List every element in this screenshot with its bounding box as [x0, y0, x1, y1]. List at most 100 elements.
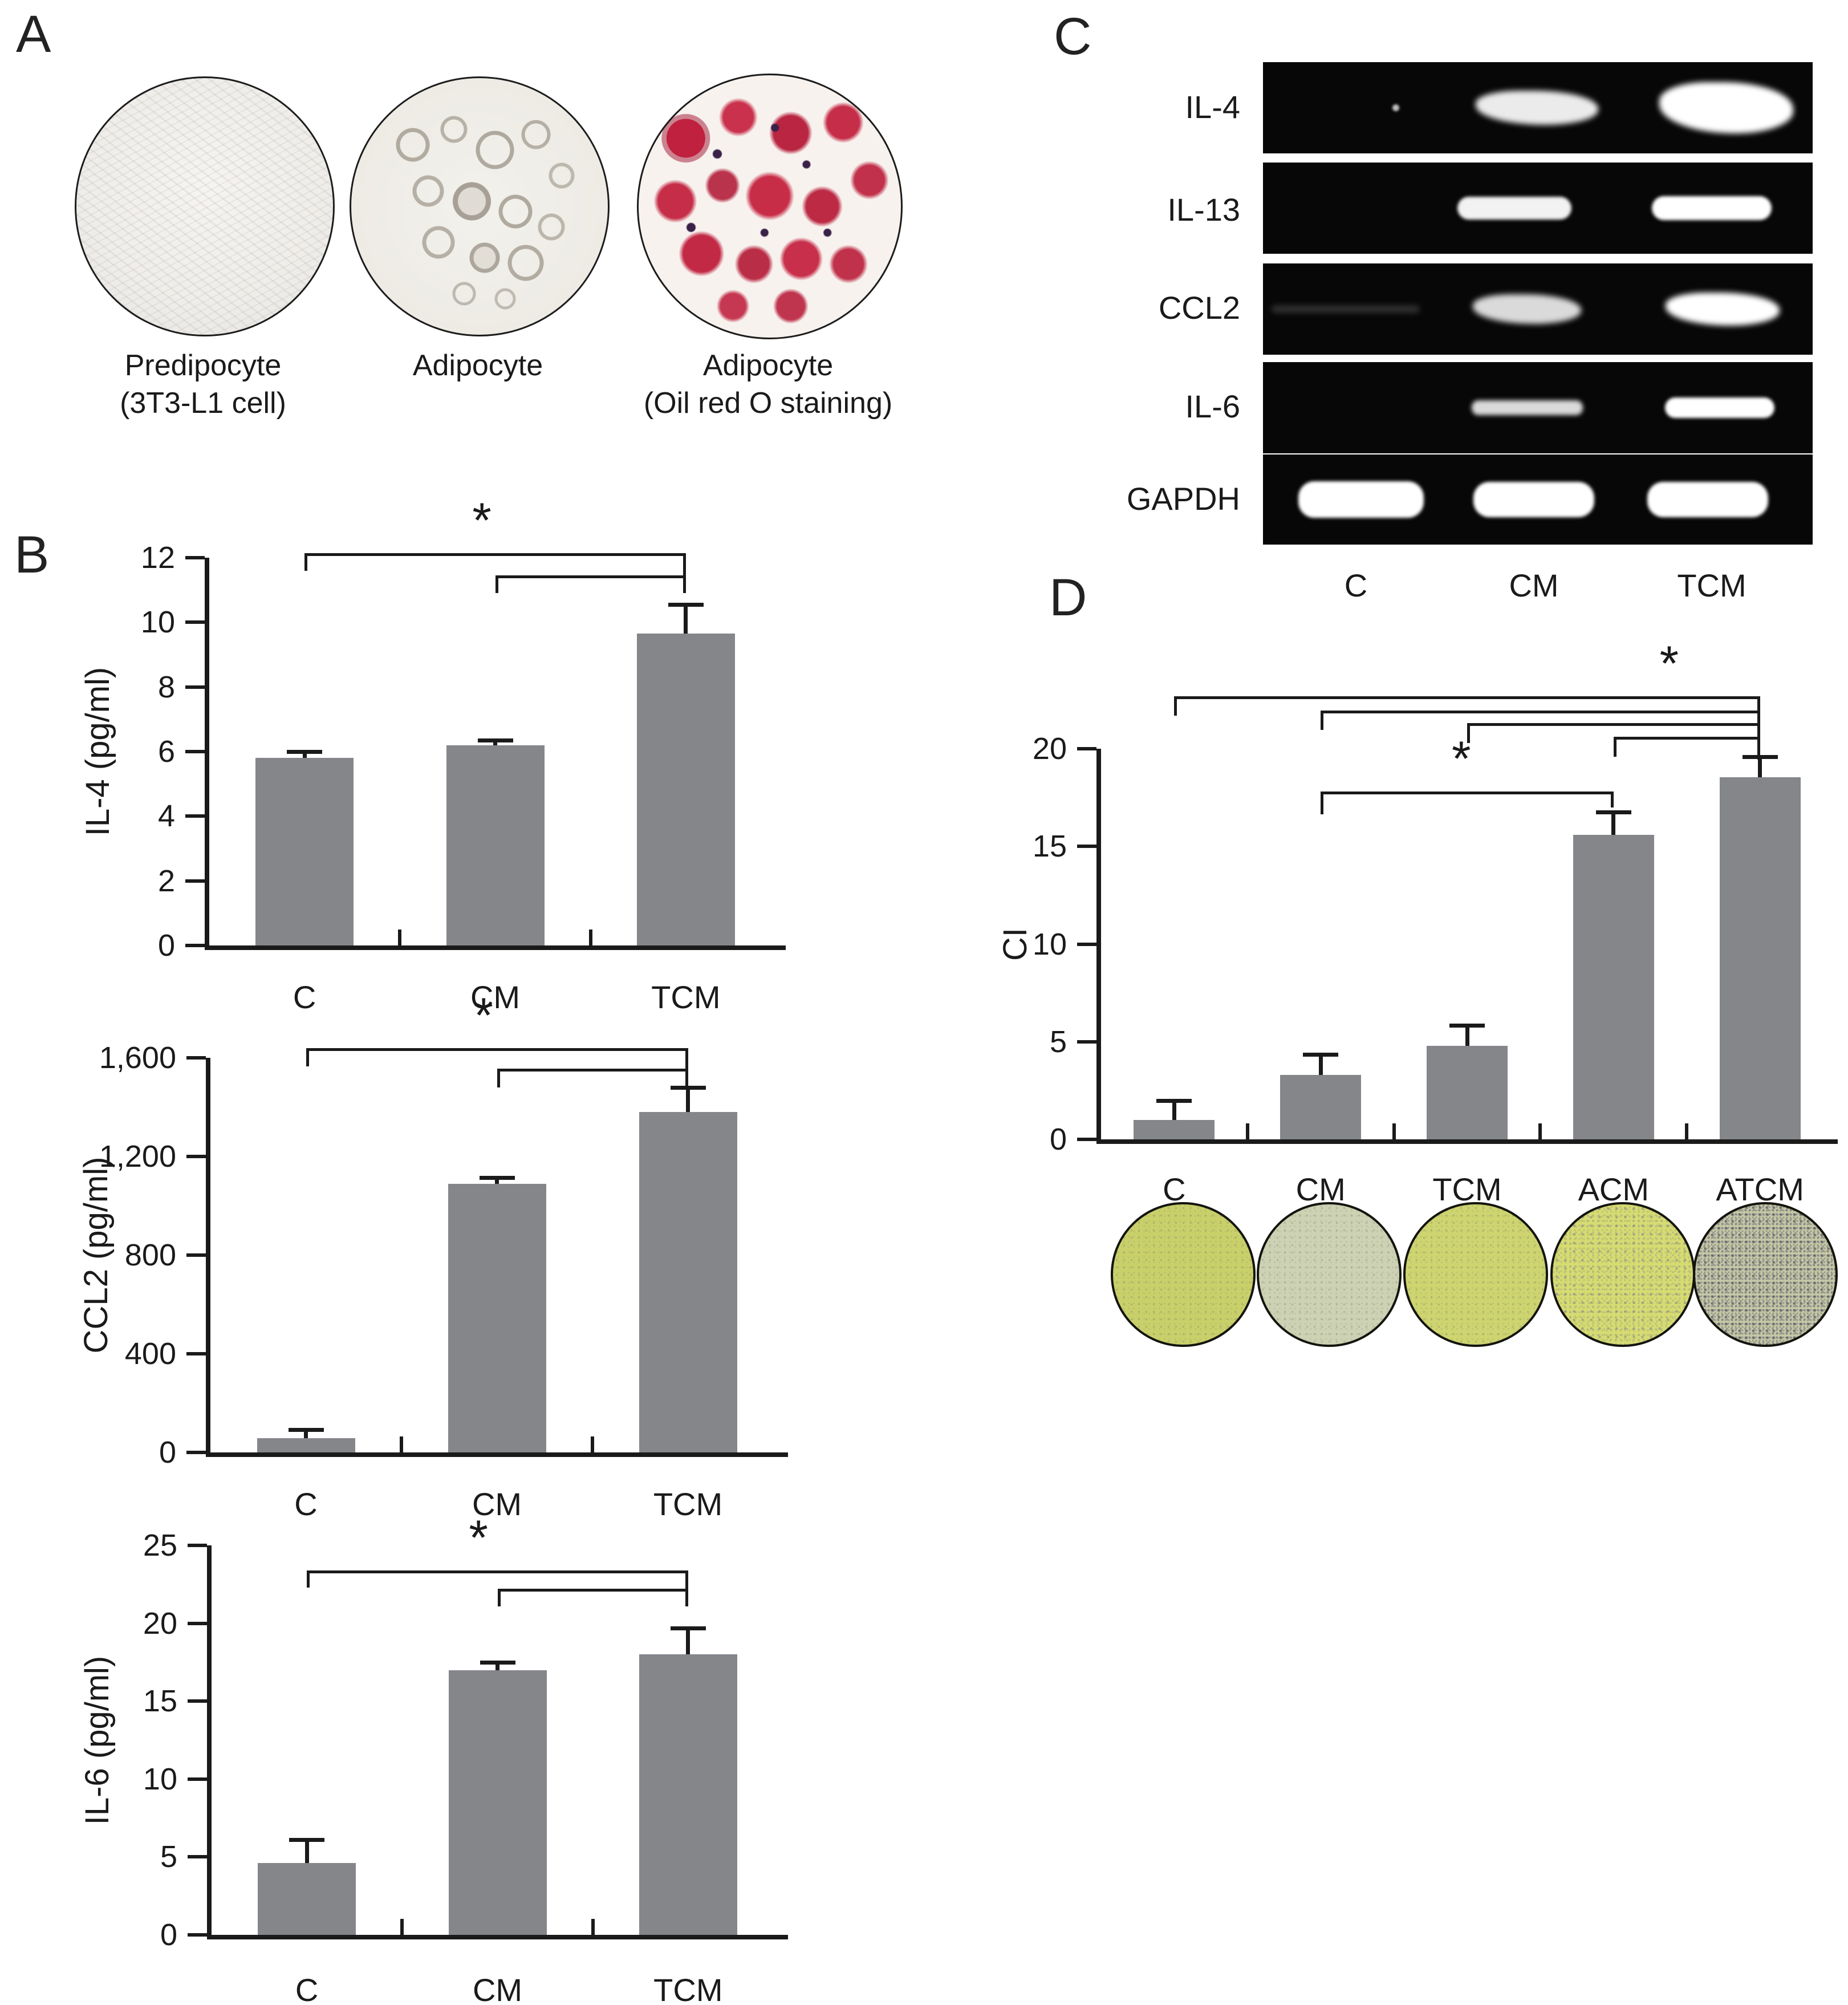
panel-d-label: D — [1049, 569, 1087, 627]
y-tick — [188, 1621, 207, 1625]
error-bar-line — [302, 752, 307, 758]
y-tick — [188, 1855, 207, 1859]
gel-row-label-il13: IL-13 — [1167, 192, 1240, 228]
panel-b-label: B — [14, 526, 50, 584]
y-tick-label: 10 — [140, 605, 175, 640]
y-tick — [186, 1253, 206, 1257]
y-tick — [185, 556, 205, 559]
sig-bracket-line — [1321, 711, 1760, 714]
error-bar-line — [304, 1429, 308, 1438]
error-bar-line — [1465, 1025, 1469, 1046]
sig-bracket-line — [307, 1570, 688, 1573]
well-image-atcm — [1693, 1202, 1838, 1347]
error-bar-line — [1318, 1054, 1323, 1075]
error-bar-cap — [670, 1085, 706, 1090]
gel-blot-panel — [1263, 62, 1813, 545]
sig-bracket-line — [497, 1069, 688, 1072]
bar-TCM — [636, 634, 735, 945]
x-boundary-tick — [1685, 1123, 1689, 1139]
panel-a-label: A — [16, 5, 51, 63]
bar-C — [1134, 1119, 1215, 1139]
significance-asterisk: * — [474, 988, 493, 1043]
ci-bar-chart: 0 5 10 15 20 C CM TCM ACM ATCM * * CI — [997, 639, 1838, 1207]
gel-strip-IL-6 — [1263, 362, 1813, 453]
error-bar-cap — [289, 1838, 325, 1842]
il6-bar-chart: 0 5 10 15 20 25 C CM TCM * IL-6 (pg/ml) — [79, 1513, 788, 2005]
well-image-acm — [1550, 1202, 1695, 1347]
gel-lane-label-c: C — [1344, 567, 1368, 603]
sig-bracket-drop — [685, 1589, 688, 1606]
y-tick-label: 5 — [1049, 1024, 1067, 1059]
y-tick-label: 5 — [160, 1840, 177, 1874]
y-tick-label: 400 — [124, 1337, 176, 1371]
significance-asterisk: * — [1659, 636, 1679, 691]
sig-bracket-drop — [1321, 711, 1324, 730]
bar-CM — [446, 745, 545, 945]
error-bar-line — [493, 740, 497, 745]
sig-bracket-drop — [307, 1570, 310, 1588]
y-tick — [186, 1451, 206, 1454]
x-category-label: C — [295, 1972, 319, 2005]
y-axis — [206, 1058, 210, 1457]
micrograph-preadipocyte — [75, 76, 335, 336]
gel-band-IL-4-C — [1392, 104, 1399, 111]
y-tick — [188, 1699, 207, 1703]
sig-bracket-drop — [1613, 737, 1617, 757]
sig-bracket-line — [495, 575, 686, 579]
x-boundary-tick — [1245, 1123, 1249, 1139]
x-category-label: CM — [472, 1486, 522, 1522]
x-boundary-tick — [591, 1436, 594, 1452]
y-axis-title: CCL2 (pg/ml) — [78, 1156, 115, 1354]
gel-strip-IL-4 — [1263, 62, 1813, 153]
bar-TCM — [639, 1654, 737, 1935]
sig-bracket-drop — [1321, 792, 1324, 814]
caption-adipocyte-oil-red-o: Adipocyte (Oil red O staining) — [614, 347, 922, 422]
sig-bracket-line — [1174, 696, 1760, 699]
y-tick-label: 8 — [157, 669, 175, 704]
x-axis — [205, 945, 786, 950]
bar-CM — [448, 1183, 546, 1452]
y-tick-label: 4 — [157, 799, 175, 834]
gel-band-IL-4-CM — [1475, 91, 1598, 125]
y-tick — [186, 1056, 206, 1060]
y-tick-label: 1,600 — [99, 1041, 176, 1075]
caption-preadipocyte: Predipocyte (3T3-L1 cell) — [60, 347, 346, 422]
bar-TCM — [639, 1112, 737, 1452]
gel-band-IL-6-TCM — [1665, 397, 1774, 418]
x-axis — [207, 1935, 788, 1939]
x-category-label: CM — [1295, 1171, 1346, 1207]
sig-bracket-line — [1321, 792, 1614, 795]
sig-bracket-drop — [1757, 696, 1760, 713]
y-tick-label: 20 — [1032, 732, 1067, 766]
sig-bracket-line — [306, 1048, 688, 1051]
y-tick — [186, 1352, 206, 1355]
y-tick-label: 25 — [143, 1528, 177, 1562]
y-tick — [185, 750, 205, 753]
caption-line: Adipocyte — [412, 349, 543, 382]
y-tick-label: 6 — [157, 734, 175, 769]
y-tick-label: 10 — [143, 1762, 177, 1796]
gel-band-CCL2-CM — [1473, 294, 1581, 324]
x-boundary-tick — [1538, 1123, 1542, 1139]
y-tick — [1077, 1040, 1096, 1044]
sig-bracket-drop — [1757, 737, 1760, 760]
sig-bracket-line — [1467, 723, 1760, 726]
gel-row-label-gapdh: GAPDH — [1126, 481, 1240, 517]
x-category-label: CM — [470, 979, 521, 1015]
gel-band-GAPDH-TCM — [1647, 482, 1768, 517]
x-category-label: C — [294, 1486, 318, 1522]
sig-bracket-drop — [497, 1069, 500, 1087]
x-category-label: TCM — [653, 1486, 723, 1522]
error-bar-cap — [479, 1175, 515, 1180]
y-tick-label: 12 — [140, 541, 175, 575]
bar-C — [257, 1438, 355, 1452]
error-bar-line — [684, 604, 688, 634]
y-axis-title: CI — [997, 927, 1034, 961]
x-boundary-tick — [400, 1436, 403, 1452]
ccl2-bar-chart: 0 400 800 1,200 1,600 C CM TCM * CCL2 (pg/ml) — [78, 991, 788, 1522]
caption-line: (Oil red O staining) — [643, 387, 893, 420]
y-tick-label: 1,200 — [99, 1139, 176, 1174]
y-tick — [1077, 747, 1096, 750]
sig-bracket-drop — [685, 1069, 688, 1087]
sig-bracket-drop — [304, 553, 308, 571]
